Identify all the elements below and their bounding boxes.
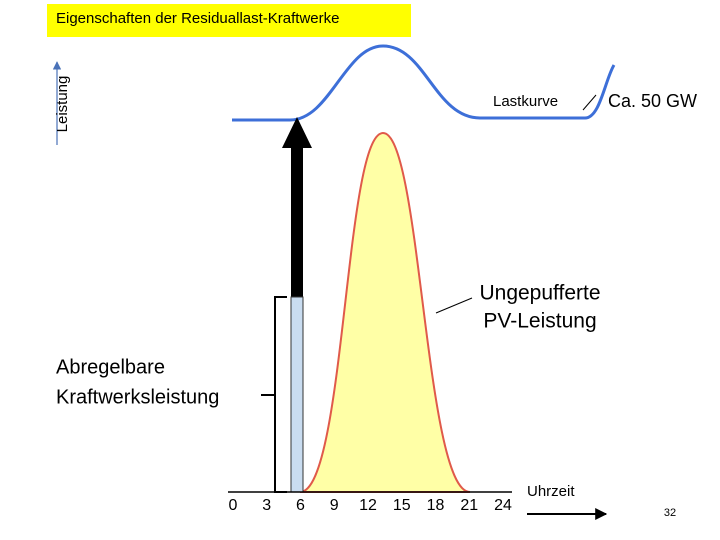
curtailable-bar (290, 296, 304, 493)
load-curve (232, 44, 616, 122)
y-axis-label: Leistung (54, 76, 71, 133)
slide-number: 32 (664, 507, 676, 519)
title-box (47, 4, 411, 37)
curtailable-label: Kraftwerksleistung (56, 386, 219, 408)
title: Eigenschaften der Residuallast-Kraftwerk… (56, 10, 339, 27)
x-tick-label: 15 (393, 497, 411, 514)
curtailable-label: Abregelbare (56, 356, 165, 378)
x-axis-label: Uhrzeit (527, 483, 575, 500)
load-label: Lastkurve (493, 93, 558, 110)
x-tick-label: 18 (427, 497, 445, 514)
x-tick-label: 0 (229, 497, 238, 514)
pv-curve (299, 131, 471, 493)
x-tick-label: 6 (296, 497, 305, 514)
x-tick-label: 3 (262, 497, 271, 514)
x-tick-label: 9 (330, 497, 339, 514)
bracket (261, 296, 287, 493)
leader (435, 297, 473, 314)
leader (582, 94, 597, 111)
x-tick-label: 24 (494, 497, 512, 514)
x-tick-label: 12 (359, 497, 377, 514)
x-tick-label: 21 (460, 497, 478, 514)
pv-label: Ungepufferte (479, 282, 600, 305)
load-value: Ca. 50 GW (608, 91, 697, 111)
pv-label: PV-Leistung (483, 310, 596, 333)
